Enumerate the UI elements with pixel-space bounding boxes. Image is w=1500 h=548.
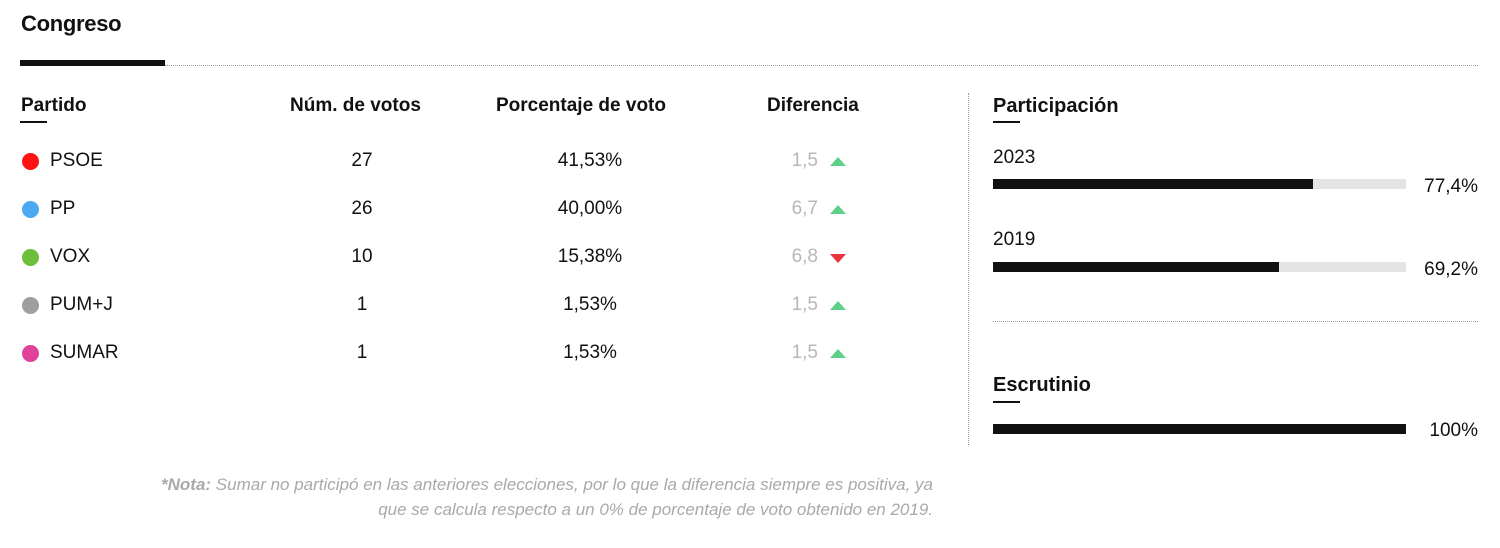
column-header-pct: Porcentaje de voto [496, 95, 666, 116]
vertical-divider [968, 93, 969, 445]
party-difference: 1,5 [791, 342, 818, 363]
participation-value: 77,4% [1424, 176, 1478, 197]
top-divider [165, 65, 1478, 66]
party-name: PUM+J [50, 294, 113, 315]
party-name: PP [50, 198, 76, 219]
trend-arrow-icon [830, 254, 846, 263]
scrutiny-bar [993, 424, 1406, 434]
party-color-dot [22, 297, 39, 314]
participation-bar-fill [993, 262, 1279, 272]
table-row: SUMAR 1 1,53% 1,5 [0, 339, 960, 369]
party-percentage: 40,00% [557, 198, 623, 219]
party-difference: 6,8 [791, 246, 818, 267]
party-percentage: 15,38% [557, 246, 623, 267]
participation-value: 69,2% [1424, 259, 1478, 280]
participation-bar-fill [993, 179, 1313, 189]
party-percentage: 41,53% [557, 150, 623, 171]
scrutiny-bar-fill [993, 424, 1406, 434]
party-color-dot [22, 201, 39, 218]
party-color-dot [22, 153, 39, 170]
participation-year-label: 2023 [993, 147, 1036, 168]
table-row: PUM+J 1 1,53% 1,5 [0, 291, 960, 321]
scrutiny-title: Escrutinio [993, 374, 1091, 396]
trend-arrow-icon [830, 301, 846, 310]
footnote-line1: Sumar no participó en las anteriores ele… [211, 475, 933, 494]
column-header-votes: Núm. de votos [290, 95, 421, 116]
party-votes: 1 [356, 342, 368, 363]
column-header-underline [20, 121, 47, 123]
table-row: VOX 10 15,38% 6,8 [0, 243, 960, 273]
footnote-label: *Nota: [161, 475, 212, 494]
party-name: SUMAR [50, 342, 119, 363]
party-votes: 10 [351, 246, 373, 267]
participation-bar [993, 262, 1406, 272]
scrutiny-title-underline [993, 401, 1020, 403]
trend-arrow-icon [830, 349, 846, 358]
participation-title-underline [993, 121, 1020, 123]
footnote-line2: que se calcula respecto a un 0% de porce… [378, 500, 933, 519]
party-color-dot [22, 345, 39, 362]
table-row: PSOE 27 41,53% 1,5 [0, 147, 960, 177]
participation-bar [993, 179, 1406, 189]
trend-arrow-icon [830, 205, 846, 214]
section-title-underline [20, 60, 165, 66]
party-votes: 26 [351, 198, 373, 219]
section-title[interactable]: Congreso [21, 11, 122, 36]
column-header-diff: Diferencia [767, 95, 859, 116]
party-percentage: 1,53% [563, 294, 617, 315]
footnote: *Nota: Sumar no participó en las anterio… [40, 472, 933, 522]
column-header-party: Partido [21, 95, 87, 116]
party-name: VOX [50, 246, 91, 267]
party-color-dot [22, 249, 39, 266]
party-name: PSOE [50, 150, 103, 171]
party-votes: 1 [356, 294, 368, 315]
scrutiny-value: 100% [1429, 420, 1478, 441]
party-percentage: 1,53% [563, 342, 617, 363]
party-votes: 27 [351, 150, 373, 171]
party-difference: 1,5 [791, 294, 818, 315]
party-difference: 6,7 [791, 198, 818, 219]
side-divider [993, 321, 1478, 322]
participation-title: Participación [993, 95, 1119, 117]
trend-arrow-icon [830, 157, 846, 166]
table-row: PP 26 40,00% 6,7 [0, 195, 960, 225]
party-difference: 1,5 [791, 150, 818, 171]
participation-year-label: 2019 [993, 229, 1036, 250]
